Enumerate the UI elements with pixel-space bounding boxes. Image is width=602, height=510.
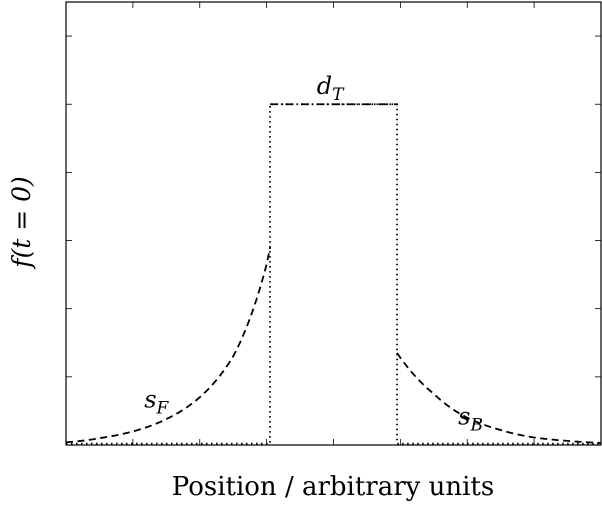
y-axis-label: f(t = 0) [7, 176, 36, 270]
x-axis-label: Position / arbitrary units [172, 472, 494, 502]
annotation-sF: sF [144, 386, 169, 419]
series-line-0 [65, 247, 271, 444]
annotation-dT: dT [317, 72, 345, 105]
axis-ticks [66, 2, 601, 445]
series-group [65, 103, 602, 445]
annotations-group: dT sF sB [144, 72, 483, 436]
annotation-sB: sB [458, 403, 483, 436]
series-line-3 [396, 352, 602, 444]
plot-frame [65, 1, 602, 446]
